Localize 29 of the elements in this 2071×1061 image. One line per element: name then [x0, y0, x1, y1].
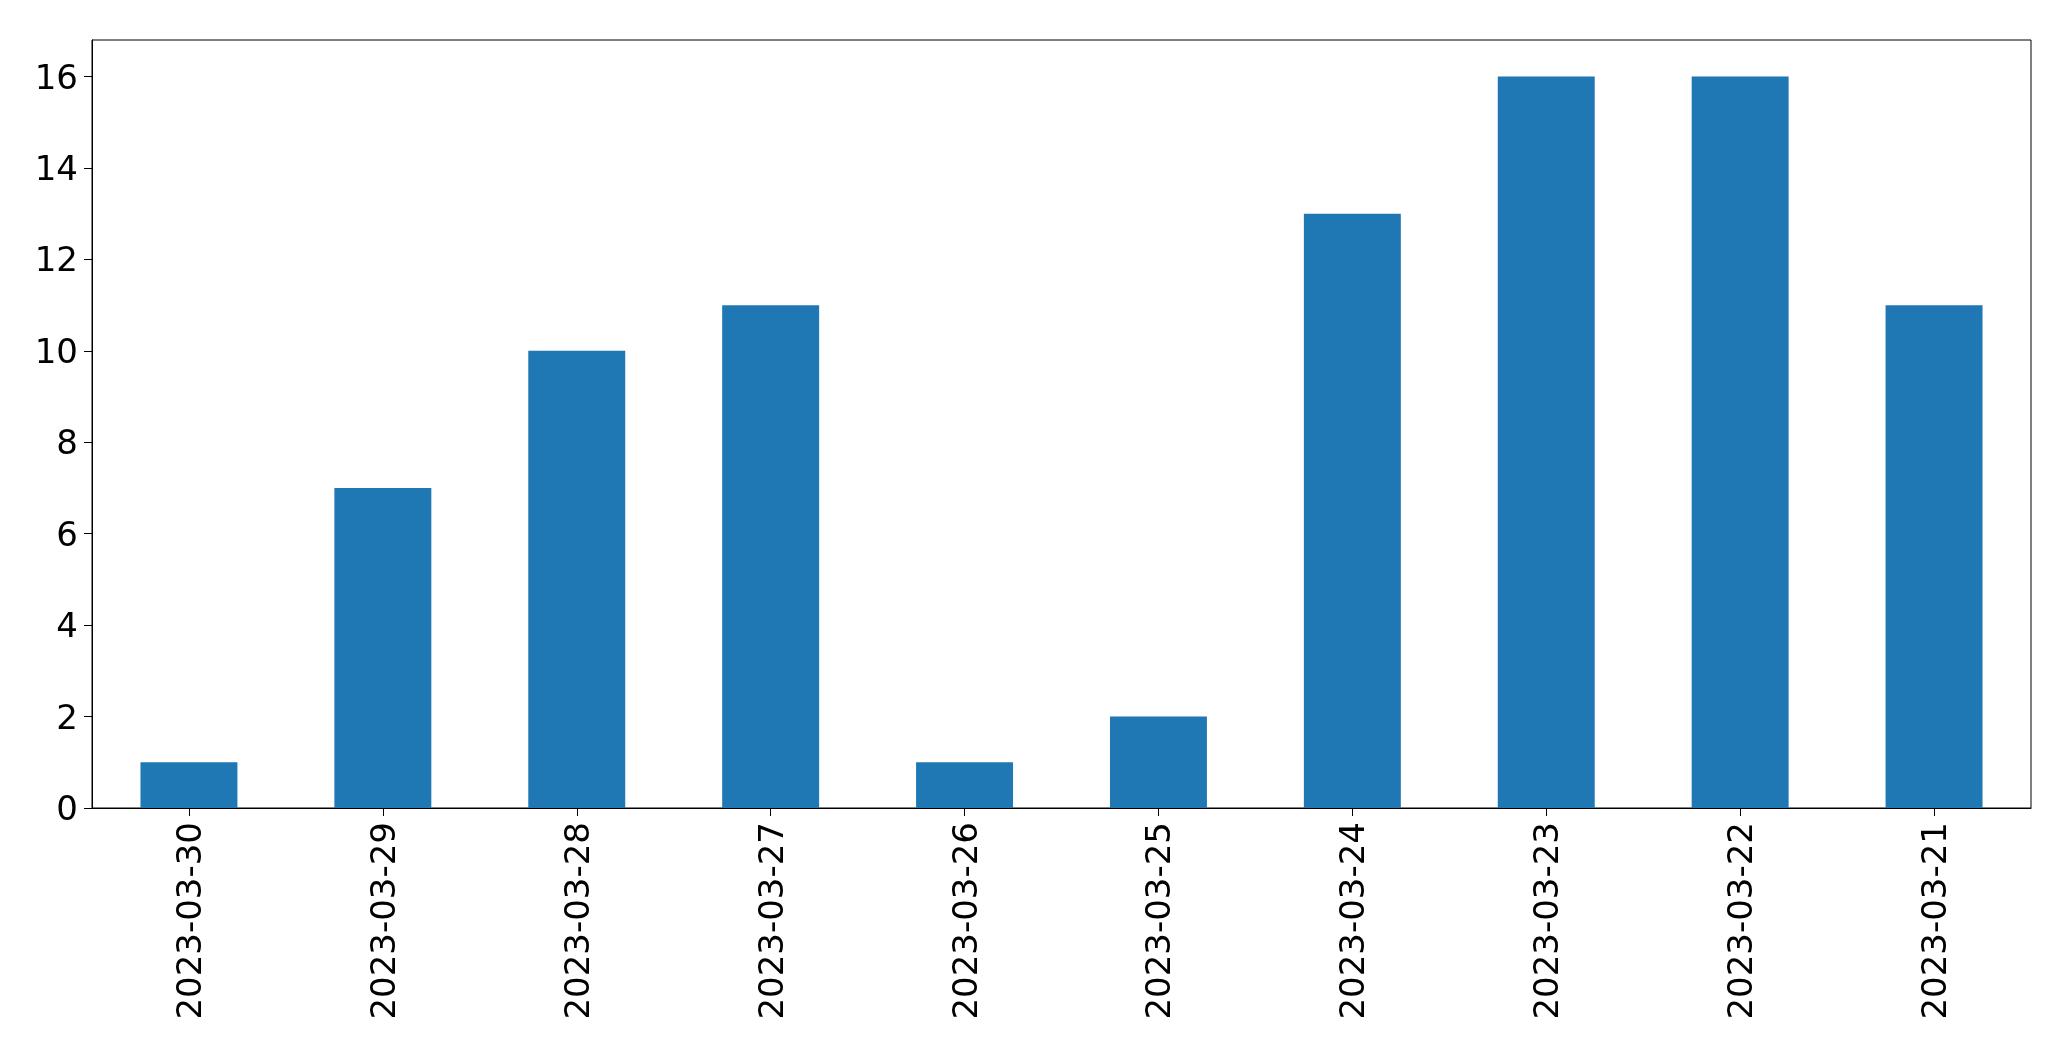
x-tick-label: 2023-03-23 [1526, 822, 1567, 1020]
bar [334, 488, 432, 808]
x-tick-label: 2023-03-29 [362, 822, 403, 1020]
y-tick-label: 16 [34, 56, 78, 97]
y-tick-label: 10 [34, 330, 78, 371]
y-tick-label: 8 [56, 422, 78, 463]
bar [1109, 716, 1207, 808]
y-tick-label: 12 [34, 239, 78, 280]
bar [1303, 213, 1401, 808]
x-tick-label: 2023-03-26 [944, 822, 985, 1020]
bar [722, 305, 820, 808]
x-tick-label: 2023-03-28 [556, 822, 597, 1020]
bar [1691, 76, 1789, 808]
y-tick-label: 0 [56, 788, 78, 828]
bar [1885, 305, 1983, 808]
x-tick-label: 2023-03-21 [1914, 822, 1955, 1020]
x-tick-label: 2023-03-30 [168, 822, 209, 1020]
bar [916, 762, 1014, 808]
x-tick-label: 2023-03-22 [1720, 822, 1761, 1020]
y-tick-label: 6 [56, 513, 78, 554]
bar [1497, 76, 1595, 808]
bar [140, 762, 238, 808]
x-tick-label: 2023-03-27 [750, 822, 791, 1020]
x-tick-label: 2023-03-25 [1138, 822, 1179, 1020]
x-tick-label: 2023-03-24 [1332, 822, 1373, 1020]
y-tick-label: 4 [56, 605, 78, 646]
y-tick-label: 2 [56, 696, 78, 737]
y-tick-label: 14 [34, 148, 78, 188]
bar [528, 350, 626, 808]
